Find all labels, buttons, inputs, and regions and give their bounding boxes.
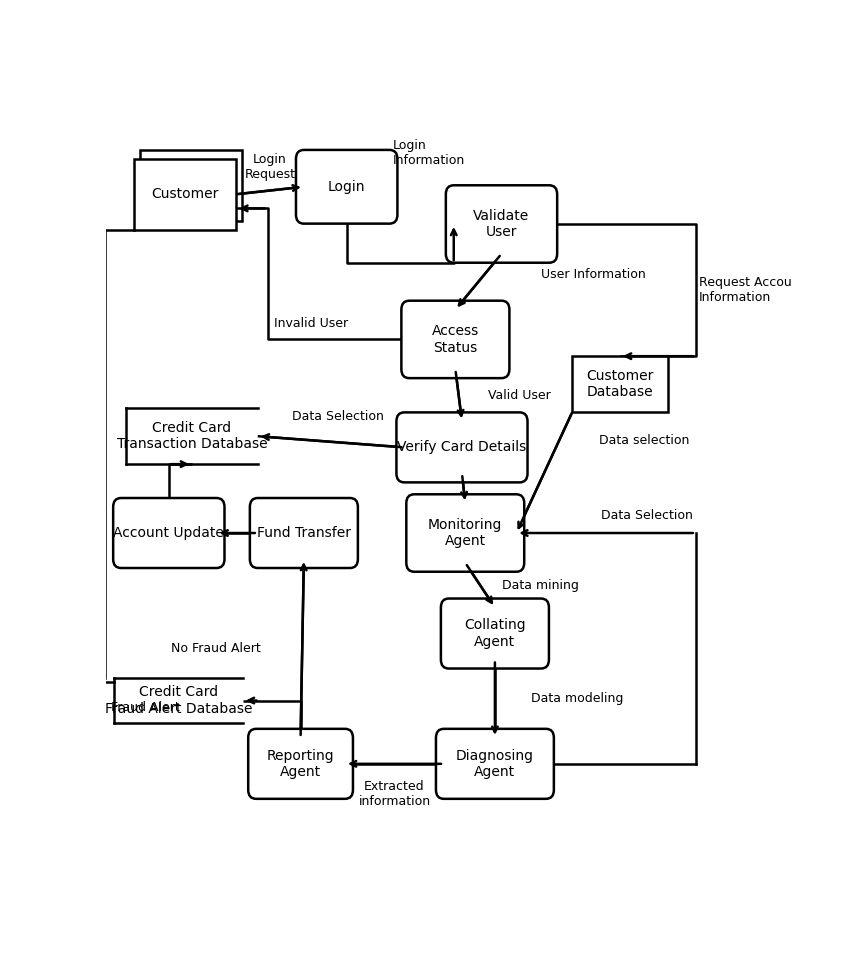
Text: Extracted
information: Extracted information: [359, 780, 430, 808]
Text: Verify Card Details: Verify Card Details: [397, 440, 527, 454]
FancyBboxPatch shape: [572, 356, 668, 412]
Text: Valid User: Valid User: [488, 389, 551, 401]
Text: Data modeling: Data modeling: [531, 692, 624, 705]
Text: Credit Card
Fraud Alert Database: Credit Card Fraud Alert Database: [105, 686, 252, 716]
FancyBboxPatch shape: [396, 412, 528, 483]
FancyBboxPatch shape: [296, 150, 398, 223]
FancyBboxPatch shape: [446, 186, 557, 263]
Text: Login
Request: Login Request: [245, 153, 296, 181]
Text: Fraud Alert: Fraud Alert: [111, 700, 180, 714]
FancyBboxPatch shape: [406, 494, 524, 571]
Text: Account Update: Account Update: [113, 526, 224, 540]
FancyBboxPatch shape: [441, 599, 549, 668]
Text: Invalid User: Invalid User: [275, 317, 348, 331]
Text: Access
Status: Access Status: [432, 324, 479, 355]
Text: Data selection: Data selection: [598, 434, 689, 448]
Text: Customer
Database: Customer Database: [586, 369, 654, 399]
FancyBboxPatch shape: [401, 301, 509, 378]
Text: Collating
Agent: Collating Agent: [464, 619, 525, 649]
Text: Diagnosing
Agent: Diagnosing Agent: [456, 748, 534, 779]
Text: Login: Login: [328, 180, 366, 193]
FancyBboxPatch shape: [436, 729, 554, 799]
Text: Fund Transfer: Fund Transfer: [257, 526, 351, 540]
Text: Credit Card
Transaction Database: Credit Card Transaction Database: [116, 421, 267, 452]
Text: Monitoring
Agent: Monitoring Agent: [428, 518, 502, 548]
FancyBboxPatch shape: [248, 729, 353, 799]
Text: Data mining: Data mining: [502, 578, 578, 592]
Text: Validate
User: Validate User: [473, 209, 530, 239]
Text: No Fraud Alert: No Fraud Alert: [172, 642, 261, 655]
Text: Customer: Customer: [151, 188, 219, 201]
FancyBboxPatch shape: [134, 159, 236, 229]
Text: Request Accou
Information: Request Accou Information: [699, 277, 792, 304]
Text: Login
Information: Login Information: [393, 139, 465, 167]
Text: User Information: User Information: [541, 268, 646, 280]
FancyBboxPatch shape: [113, 498, 224, 568]
Text: Data Selection: Data Selection: [601, 509, 693, 522]
Text: Data Selection: Data Selection: [292, 410, 383, 424]
FancyBboxPatch shape: [250, 498, 358, 568]
FancyBboxPatch shape: [139, 150, 241, 220]
Text: Reporting
Agent: Reporting Agent: [267, 748, 334, 779]
